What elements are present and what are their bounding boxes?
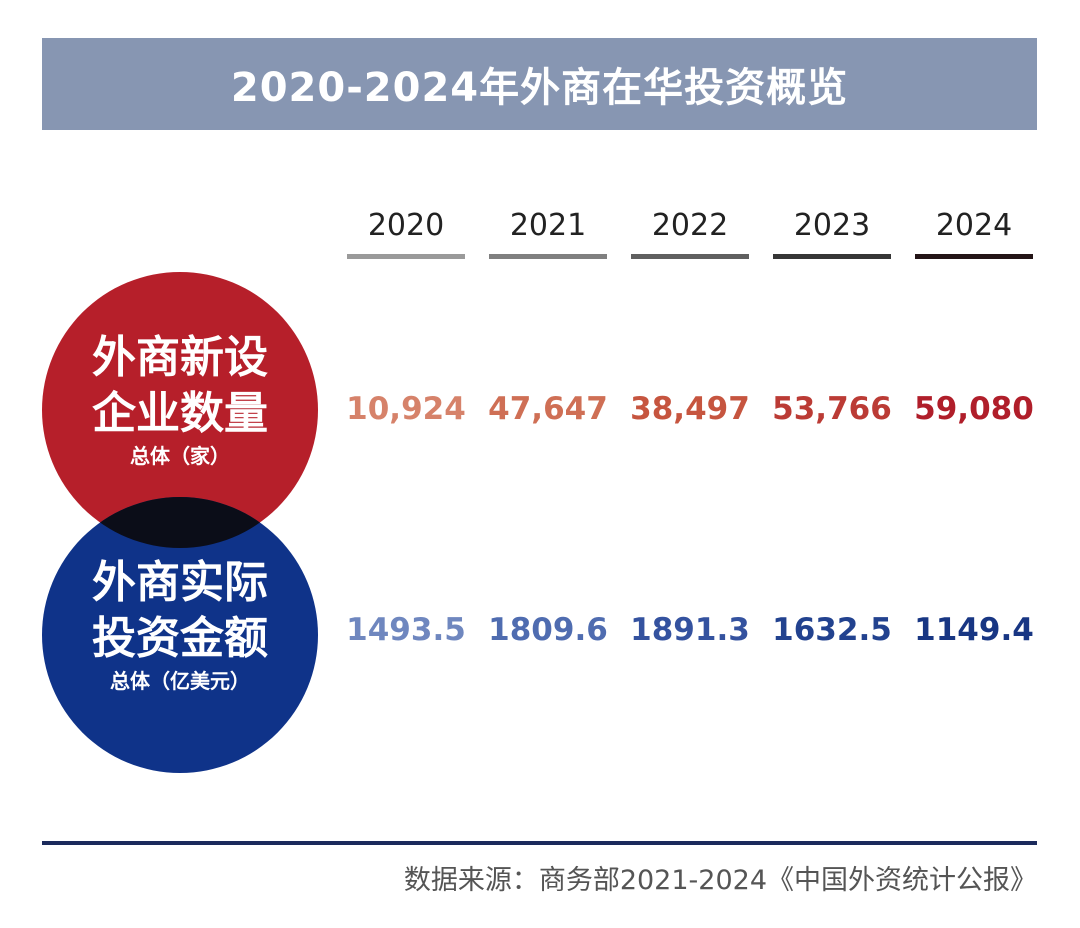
year-label: 2024 (935, 208, 1013, 243)
row-label-line1: 外商实际 (92, 557, 268, 608)
year-label: 2023 (793, 208, 871, 243)
page-title: 2020-2024年外商在华投资概览 (230, 65, 849, 111)
enterprise-count-circle (42, 272, 318, 548)
investment-amount-value: 1493.5 (346, 612, 466, 648)
row-label-line1: 外商新设 (92, 332, 268, 383)
row-label-line2: 企业数量 (92, 388, 268, 439)
investment-amount-value: 1891.3 (630, 612, 750, 648)
source-note: 数据来源：商务部2021-2024《中国外资统计公报》 (403, 865, 1037, 896)
enterprise-count-value: 10,924 (346, 391, 466, 427)
year-underline (915, 254, 1033, 259)
row-unit: 总体（家） (130, 444, 230, 468)
footer-divider (42, 841, 1037, 845)
investment-amount-circle (42, 497, 318, 773)
year-underline (347, 254, 465, 259)
investment-amount-value: 1809.6 (488, 612, 608, 648)
year-label: 2020 (367, 208, 445, 243)
enterprise-count-value: 59,080 (914, 391, 1034, 427)
year-label: 2021 (509, 208, 587, 243)
enterprise-count-label: 外商新设 企业数量 总体（家） (42, 330, 318, 470)
row-label-line2: 投资金额 (92, 613, 268, 664)
row-unit: 总体（亿美元） (110, 669, 250, 693)
enterprise-count-value: 47,647 (488, 391, 608, 427)
enterprise-count-value: 53,766 (772, 391, 892, 427)
year-underline (773, 254, 891, 259)
year-underline (631, 254, 749, 259)
investment-amount-value: 1149.4 (914, 612, 1034, 648)
year-underline (489, 254, 607, 259)
year-label: 2022 (651, 208, 729, 243)
title-banner: 2020-2024年外商在华投资概览 (42, 38, 1037, 130)
investment-amount-value: 1632.5 (772, 612, 892, 648)
enterprise-count-value: 38,497 (630, 391, 750, 427)
investment-amount-label: 外商实际 投资金额 总体（亿美元） (42, 555, 318, 695)
